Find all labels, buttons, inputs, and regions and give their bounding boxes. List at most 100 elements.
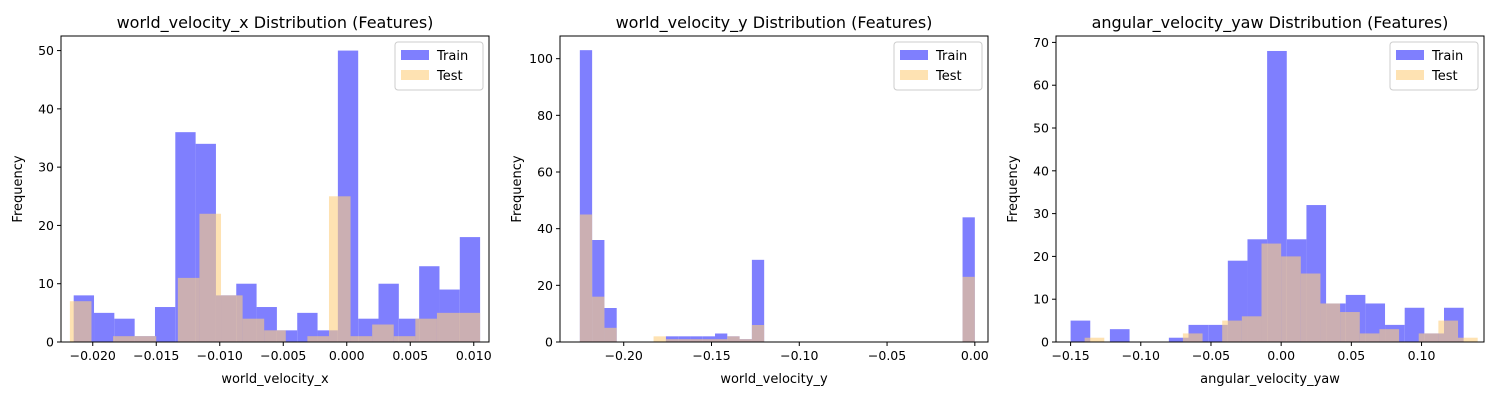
x-tick-label: 0.000 [329, 348, 365, 363]
x-tick-label: 0.005 [392, 348, 428, 363]
chart-title: world_velocity_y Distribution (Features) [616, 13, 933, 33]
bar-train [715, 333, 728, 342]
legend-swatch-test [900, 70, 928, 80]
bar-test [1438, 320, 1459, 342]
y-tick-label: 100 [529, 51, 553, 66]
axes-frame [559, 35, 989, 343]
x-tick-label: −0.15 [1051, 348, 1089, 363]
bar-test [199, 213, 222, 342]
bar-test [415, 318, 437, 342]
x-tick-label: −0.10 [780, 348, 818, 363]
x-axis-label: angular_velocity_yaw [1200, 372, 1340, 387]
x-tick-label: −0.05 [868, 348, 906, 363]
x-tick-label: −0.05 [1192, 348, 1230, 363]
legend: Train Test [394, 41, 484, 91]
bar-test [372, 324, 394, 342]
legend-label-test: Test [1431, 69, 1458, 84]
x-tick-label: 0.10 [1408, 348, 1436, 363]
bar-train [702, 336, 716, 342]
y-tick-label: 20 [1033, 249, 1049, 264]
bar-test [242, 318, 265, 342]
y-axis-label: Frequency [1006, 155, 1021, 222]
bar-train [94, 312, 115, 342]
bar-test [1300, 273, 1321, 342]
axes-frame [1055, 35, 1485, 343]
bar-train [751, 259, 765, 342]
bar-test [1222, 320, 1242, 342]
bar-test [579, 214, 593, 342]
bar-test [69, 301, 92, 342]
y-tick-label: 60 [1033, 78, 1049, 93]
bar-test [1261, 243, 1282, 342]
bar-train [678, 336, 691, 342]
y-tick-label: 20 [537, 278, 553, 293]
bar-test [134, 336, 157, 342]
bar-train [1168, 337, 1189, 342]
bar-test [604, 327, 617, 342]
bar-test [307, 336, 329, 342]
legend-label-train: Train [436, 49, 468, 64]
legend: Train Test [1389, 41, 1479, 91]
bar-test [328, 196, 351, 342]
x-tick-label: −0.015 [133, 348, 179, 363]
bar-test [751, 325, 765, 342]
chart-title: angular_velocity_yaw Distribution (Featu… [1092, 13, 1449, 33]
bar-test [727, 336, 740, 342]
x-tick-label: 0.05 [1337, 348, 1365, 363]
bar-test [1182, 333, 1203, 342]
series-test [69, 196, 481, 342]
legend-swatch-train [401, 50, 429, 60]
bar-test [350, 336, 373, 342]
bar-test [177, 277, 200, 342]
y-tick-label: 40 [537, 221, 553, 236]
y-tick-label: 0 [46, 335, 54, 350]
y-tick-label: 10 [1033, 292, 1049, 307]
x-tick-label: −0.15 [692, 348, 730, 363]
y-axis-label: Frequency [11, 155, 26, 222]
x-tick-label: −0.005 [260, 348, 306, 363]
bar-test [1084, 337, 1105, 342]
x-tick-label: 0.010 [456, 348, 492, 363]
chart-panel-3: −0.15 −0.10 −0.05 0.00 0.05 0.10 0 10 20 30 40 50 60… [1006, 13, 1485, 387]
x-tick-label: −0.10 [1122, 348, 1160, 363]
y-tick-label: 30 [38, 160, 54, 175]
y-tick-label: 0 [1041, 335, 1049, 350]
bar-test [678, 339, 691, 342]
bar-train [1070, 320, 1091, 342]
bar-train [690, 336, 703, 342]
bar-test [113, 336, 135, 342]
bar-test [393, 336, 416, 342]
legend-label-test: Test [935, 69, 962, 84]
series-train [579, 50, 975, 343]
bar-train [276, 330, 298, 342]
legend-label-test: Test [436, 69, 463, 84]
chart-panel-1: −0.020 −0.015 −0.010 −0.005 0.000 0.005 0.010 0… [11, 13, 492, 387]
bar-test [264, 330, 286, 342]
bar-train [317, 330, 338, 342]
axes-frame [60, 35, 490, 343]
y-tick-label: 10 [38, 276, 54, 291]
legend-swatch-test [401, 70, 429, 80]
y-tick-label: 40 [38, 101, 54, 116]
legend: Train Test [893, 41, 983, 91]
x-axis-label: world_velocity_y [720, 372, 828, 387]
legend-swatch-train [900, 50, 928, 60]
bar-test [1359, 333, 1380, 342]
bar-train [665, 336, 679, 342]
y-tick-label: 70 [1033, 35, 1049, 50]
series-train [73, 50, 481, 342]
y-tick-label: 0 [545, 335, 553, 350]
y-tick-label: 60 [537, 165, 553, 180]
bar-test [690, 339, 703, 342]
bar-test [665, 339, 679, 342]
bar-test [1458, 337, 1478, 342]
chart-panel-2: −0.20 −0.15 −0.10 −0.05 0.00 0 20 40 60 80 100 worl… [510, 13, 989, 387]
y-tick-label: 40 [1033, 163, 1049, 178]
bar-train [1109, 329, 1130, 342]
y-tick-label: 50 [38, 43, 54, 58]
bar-test [739, 339, 752, 342]
legend-label-train: Train [1431, 49, 1463, 64]
y-axis-label: Frequency [510, 155, 525, 222]
bar-test [436, 312, 459, 342]
